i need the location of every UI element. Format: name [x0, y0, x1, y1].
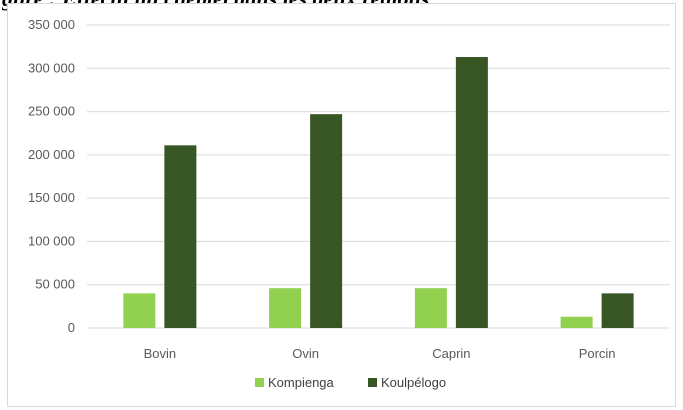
bar-caprin-1 — [414, 288, 447, 328]
y-tick-label: 200 000 — [28, 147, 75, 162]
y-tick-label: 100 000 — [28, 233, 75, 248]
legend-label: Kompienga — [268, 375, 335, 390]
bar-ovin-1 — [269, 288, 302, 328]
y-tick-label: 150 000 — [28, 190, 75, 205]
legend-swatch — [255, 378, 264, 387]
y-tick-label: 50 000 — [35, 277, 75, 292]
bar-bovin-1 — [123, 293, 156, 328]
x-tick-label: Caprin — [432, 346, 470, 361]
bar-caprin-2 — [455, 57, 488, 328]
legend-swatch — [368, 378, 377, 387]
y-tick-label: 0 — [68, 320, 75, 335]
x-tick-label: Ovin — [292, 346, 319, 361]
y-tick-label: 350 000 — [28, 17, 75, 32]
x-tick-label: Porcin — [579, 346, 616, 361]
bar-porcin-2 — [601, 293, 634, 328]
bar-ovin-2 — [310, 114, 343, 328]
legend-label: Koulpélogo — [381, 375, 446, 390]
y-tick-label: 250 000 — [28, 104, 75, 119]
bar-porcin-1 — [560, 316, 593, 328]
bar-bovin-2 — [164, 145, 197, 328]
x-tick-label: Bovin — [144, 346, 177, 361]
y-tick-label: 300 000 — [28, 60, 75, 75]
